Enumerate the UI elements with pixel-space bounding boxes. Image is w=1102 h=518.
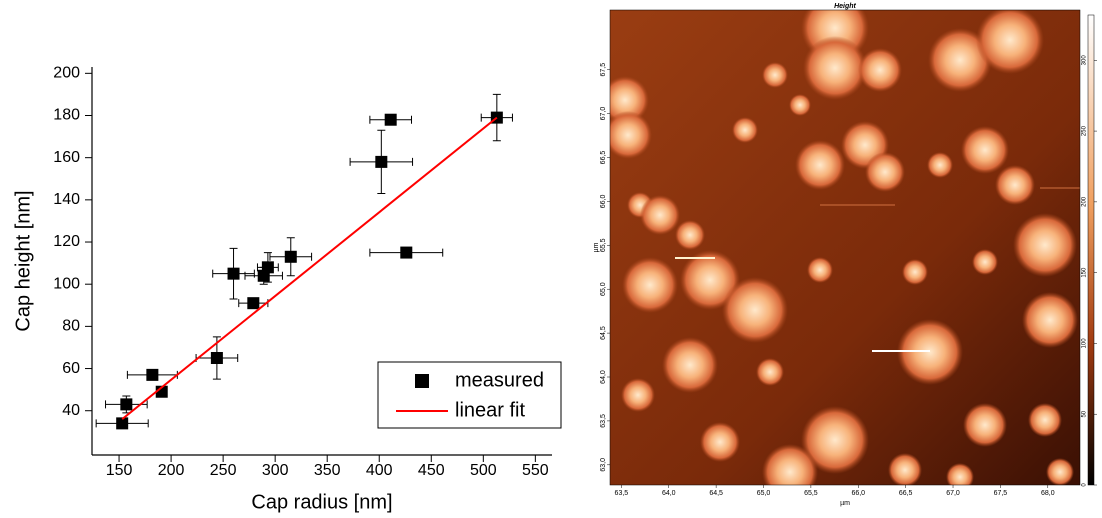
y-tick-label: 67,5 xyxy=(600,63,607,77)
legend-box xyxy=(377,361,562,429)
marker xyxy=(146,368,159,381)
y-tick-label: 160 xyxy=(53,149,80,166)
marker xyxy=(261,261,274,274)
marker xyxy=(247,297,260,310)
marker xyxy=(227,267,240,280)
x-tick-label: 68,0 xyxy=(1041,490,1055,497)
x-tick-label: 250 xyxy=(210,462,237,479)
y-tick-label: 63,5 xyxy=(600,414,607,428)
marker xyxy=(116,417,129,430)
y-tick-label: 180 xyxy=(53,107,80,124)
x-axis-label: Cap radius [nm] xyxy=(251,491,392,513)
x-tick-label: 350 xyxy=(314,462,341,479)
y-tick-label: 65,5 xyxy=(600,238,607,252)
x-tick-label: 67,5 xyxy=(994,490,1008,497)
colorbar-tick-label: 100 xyxy=(1082,338,1088,349)
marker xyxy=(400,246,413,259)
colorbar-tick-label: 250 xyxy=(1082,125,1088,136)
legend-label: linear fit xyxy=(455,399,525,421)
x-tick-label: 550 xyxy=(522,462,549,479)
y-tick-label: 66,5 xyxy=(600,151,607,165)
colorbar-tick-label: 150 xyxy=(1082,267,1088,278)
colorbar-tick-label: 200 xyxy=(1082,196,1088,207)
legend-label: measured xyxy=(455,369,544,391)
colorbar-tick-label: 50 xyxy=(1082,410,1088,417)
x-tick-label: 67,0 xyxy=(946,490,960,497)
y-tick-label: 67,0 xyxy=(600,107,607,121)
marker xyxy=(375,155,388,168)
y-tick-label: 80 xyxy=(62,318,80,335)
y-tick-label: 60 xyxy=(62,360,80,377)
y-tick-label: 63,0 xyxy=(600,458,607,472)
image-frame xyxy=(609,9,1081,486)
marker xyxy=(384,113,397,126)
x-tick-label: 150 xyxy=(106,462,133,479)
x-tick-label: 300 xyxy=(262,462,289,479)
x-tick-label: 64,5 xyxy=(709,490,723,497)
x-tick-label: 66,5 xyxy=(899,490,913,497)
image-title: Height xyxy=(834,3,856,10)
x-tick-label: 200 xyxy=(158,462,185,479)
afm-image xyxy=(610,10,1080,485)
x-tick-label: 66,0 xyxy=(851,490,865,497)
x-tick-label: 64,0 xyxy=(662,490,676,497)
colorbar-tick-label: 0 xyxy=(1082,483,1088,487)
x-axis-label: µm xyxy=(840,500,850,507)
x-tick-label: 63,5 xyxy=(615,490,629,497)
y-tick-label: 100 xyxy=(53,275,80,292)
y-tick-label: 120 xyxy=(53,233,80,250)
y-axis-label: Cap height [nm] xyxy=(12,190,34,331)
marker xyxy=(120,398,133,411)
x-tick-label: 400 xyxy=(366,462,393,479)
y-tick-label: 40 xyxy=(62,402,80,419)
y-tick-label: 64,5 xyxy=(600,326,607,340)
y-tick-label: 64,0 xyxy=(600,370,607,384)
y-tick-label: 66,0 xyxy=(600,194,607,208)
y-tick-label: 140 xyxy=(53,191,80,208)
y-axis-label: µm xyxy=(593,242,600,252)
x-tick-label: 450 xyxy=(418,462,445,479)
fit-line xyxy=(121,116,498,420)
x-tick-label: 65,0 xyxy=(757,490,771,497)
marker xyxy=(284,250,297,263)
marker xyxy=(210,352,223,364)
y-tick-label: 65,0 xyxy=(600,282,607,296)
colorbar xyxy=(1087,14,1095,486)
legend-swatch xyxy=(415,374,429,388)
y-tick-label: 200 xyxy=(53,65,80,82)
x-tick-label: 65,5 xyxy=(804,490,818,497)
colorbar-tick-label: 300 xyxy=(1082,55,1088,66)
x-tick-label: 500 xyxy=(470,462,497,479)
